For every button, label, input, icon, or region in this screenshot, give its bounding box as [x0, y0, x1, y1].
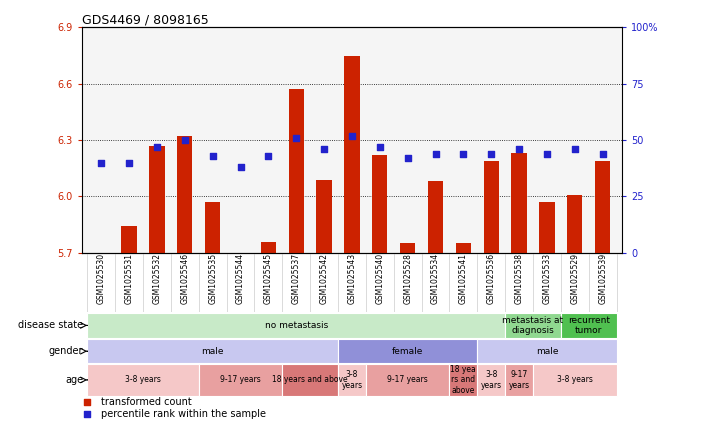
Text: GSM1025539: GSM1025539 — [598, 253, 607, 304]
Bar — [561, 313, 616, 338]
Text: GSM1025546: GSM1025546 — [181, 253, 189, 304]
Text: male: male — [535, 347, 558, 356]
Point — [207, 153, 218, 159]
Text: GSM1025532: GSM1025532 — [152, 253, 161, 304]
Text: male: male — [201, 347, 224, 356]
Point — [82, 398, 93, 405]
Bar — [533, 364, 616, 396]
Text: 9-17
years: 9-17 years — [508, 370, 530, 390]
Text: disease state: disease state — [18, 320, 83, 330]
Point — [374, 143, 385, 150]
Point — [541, 150, 552, 157]
Point — [569, 146, 580, 153]
Text: percentile rank within the sample: percentile rank within the sample — [101, 409, 266, 419]
Text: no metastasis: no metastasis — [264, 321, 328, 330]
Text: GSM1025534: GSM1025534 — [431, 253, 440, 304]
Bar — [261, 242, 276, 253]
Bar — [199, 364, 282, 396]
Bar — [449, 364, 477, 396]
Point — [82, 411, 93, 418]
Text: GSM1025541: GSM1025541 — [459, 253, 468, 304]
Text: GSM1025531: GSM1025531 — [124, 253, 134, 304]
Point — [486, 150, 497, 157]
Bar — [177, 136, 193, 253]
Text: GSM1025529: GSM1025529 — [570, 253, 579, 304]
Text: GSM1025545: GSM1025545 — [264, 253, 273, 304]
Text: 3-8 years: 3-8 years — [125, 376, 161, 385]
Point — [346, 132, 358, 139]
Point — [124, 159, 135, 166]
Text: GSM1025542: GSM1025542 — [319, 253, 328, 304]
Text: 3-8
years: 3-8 years — [341, 370, 363, 390]
Text: GSM1025543: GSM1025543 — [348, 253, 356, 304]
Point — [95, 159, 107, 166]
Text: metastasis at
diagnosis: metastasis at diagnosis — [503, 316, 564, 335]
Bar — [477, 339, 616, 363]
Point — [151, 143, 163, 150]
Text: 3-8
years: 3-8 years — [481, 370, 502, 390]
Text: GSM1025540: GSM1025540 — [375, 253, 385, 304]
Text: GSM1025528: GSM1025528 — [403, 253, 412, 304]
Text: GSM1025533: GSM1025533 — [542, 253, 552, 304]
Point — [235, 164, 246, 170]
Bar — [567, 195, 582, 253]
Point — [430, 150, 442, 157]
Bar — [316, 179, 332, 253]
Point — [458, 150, 469, 157]
Point — [319, 146, 330, 153]
Text: GSM1025536: GSM1025536 — [487, 253, 496, 304]
Text: 18 yea
rs and
above: 18 yea rs and above — [451, 365, 476, 395]
Bar — [477, 364, 505, 396]
Bar — [400, 243, 415, 253]
Bar — [338, 364, 366, 396]
Bar — [149, 146, 165, 253]
Bar — [505, 364, 533, 396]
Text: female: female — [392, 347, 423, 356]
Bar — [511, 153, 527, 253]
Text: GDS4469 / 8098165: GDS4469 / 8098165 — [82, 14, 208, 26]
Bar — [595, 161, 610, 253]
Bar — [122, 226, 137, 253]
Text: age: age — [65, 375, 83, 385]
Bar — [289, 89, 304, 253]
Text: transformed count: transformed count — [101, 397, 191, 407]
Point — [291, 135, 302, 141]
Point — [179, 137, 191, 143]
Text: 18 years and above: 18 years and above — [272, 376, 348, 385]
Point — [513, 146, 525, 153]
Bar — [483, 161, 499, 253]
Text: 9-17 years: 9-17 years — [387, 376, 428, 385]
Text: GSM1025537: GSM1025537 — [292, 253, 301, 304]
Text: 9-17 years: 9-17 years — [220, 376, 261, 385]
Point — [597, 150, 609, 157]
Bar — [505, 313, 561, 338]
Bar — [366, 364, 449, 396]
Bar — [539, 202, 555, 253]
Bar — [372, 155, 387, 253]
Bar — [338, 339, 477, 363]
Text: recurrent
tumor: recurrent tumor — [567, 316, 610, 335]
Text: 3-8 years: 3-8 years — [557, 376, 593, 385]
Text: GSM1025535: GSM1025535 — [208, 253, 217, 304]
Text: GSM1025538: GSM1025538 — [515, 253, 523, 304]
Text: GSM1025530: GSM1025530 — [97, 253, 106, 304]
Bar — [456, 243, 471, 253]
Bar — [428, 181, 443, 253]
Point — [402, 155, 413, 162]
Text: gender: gender — [48, 346, 83, 356]
Bar — [282, 364, 338, 396]
Bar — [344, 56, 360, 253]
Text: GSM1025544: GSM1025544 — [236, 253, 245, 304]
Bar — [87, 364, 199, 396]
Bar — [205, 202, 220, 253]
Bar — [87, 339, 338, 363]
Bar — [87, 313, 505, 338]
Point — [262, 153, 274, 159]
